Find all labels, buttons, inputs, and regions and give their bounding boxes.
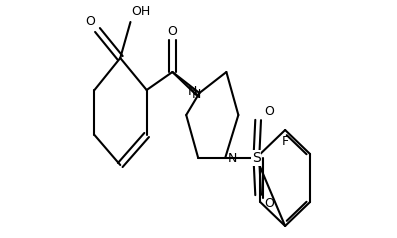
Text: N: N <box>192 89 201 101</box>
Text: O: O <box>168 25 177 38</box>
Text: O: O <box>264 197 274 210</box>
Text: OH: OH <box>132 5 151 18</box>
Text: N: N <box>227 152 237 164</box>
Text: S: S <box>252 151 261 165</box>
Text: F: F <box>281 135 289 148</box>
Text: O: O <box>85 15 95 28</box>
Text: O: O <box>264 105 274 118</box>
Text: N: N <box>188 85 197 98</box>
